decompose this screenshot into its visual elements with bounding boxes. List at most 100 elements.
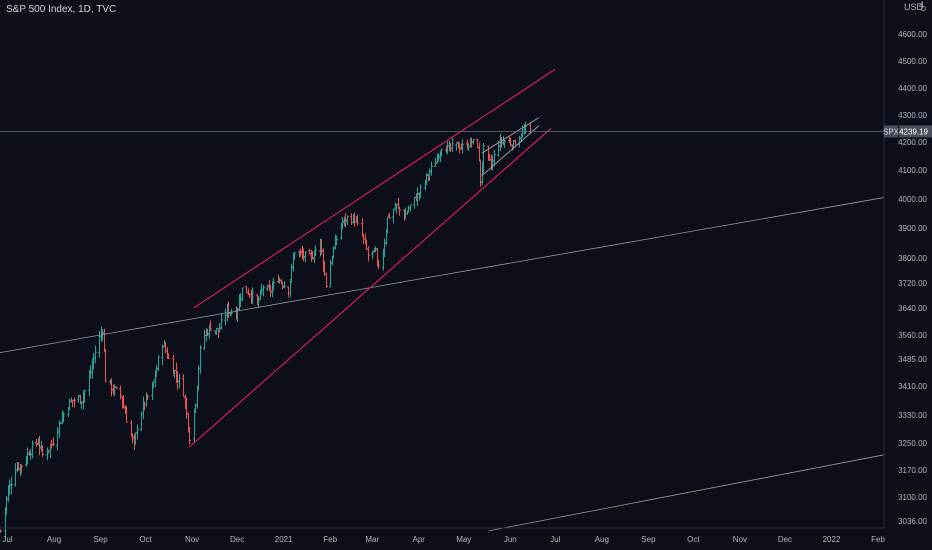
ohlc-bar bbox=[283, 281, 286, 289]
ohlc-bar bbox=[131, 433, 134, 444]
ohlc-bar bbox=[388, 212, 391, 219]
ohlc-bar bbox=[220, 312, 223, 330]
ohlc-bar bbox=[458, 142, 461, 154]
ohlc-bar bbox=[152, 380, 155, 388]
ohlc-bar bbox=[476, 138, 479, 149]
ohlc-bar bbox=[344, 213, 347, 228]
price-axis-tick: 3800.00 bbox=[898, 254, 927, 263]
price-axis-tick: 3640.00 bbox=[898, 304, 927, 313]
ohlc-bar bbox=[77, 394, 80, 403]
ohlc-bar bbox=[430, 161, 433, 176]
price-scale-currency[interactable]: USD bbox=[904, 2, 924, 12]
ohlc-bar bbox=[239, 293, 242, 308]
ohlc-bar bbox=[461, 139, 464, 154]
ohlc-bar bbox=[428, 168, 431, 181]
ohlc-bar bbox=[209, 320, 212, 331]
price-axis-tick: 3560.00 bbox=[898, 331, 927, 340]
time-axis[interactable]: Jul Aug Sep Oct Nov Dec 2021 Feb Mar Apr May Jun Jul… bbox=[2, 535, 885, 544]
ohlc-bar bbox=[104, 348, 107, 383]
ohlc-bar bbox=[325, 273, 328, 288]
ohlc-bar bbox=[497, 140, 500, 157]
ohlc-bar bbox=[472, 139, 475, 145]
last-price-tag: 4239.19 bbox=[899, 127, 928, 136]
ohlc-bar bbox=[451, 138, 454, 152]
ohlc-bar bbox=[281, 281, 284, 290]
ohlc-bar bbox=[269, 285, 272, 297]
time-axis-tick: Jul bbox=[2, 535, 12, 544]
ohlc-bar bbox=[115, 386, 118, 390]
ohlc-bar bbox=[266, 284, 269, 291]
wedge-upper-line[interactable] bbox=[481, 117, 540, 154]
ohlc-bar bbox=[58, 420, 61, 438]
ohlc-bar bbox=[62, 411, 65, 423]
ohlc-bar bbox=[29, 448, 32, 460]
ohlc-bar bbox=[134, 432, 137, 445]
channel-upper-line[interactable] bbox=[193, 68, 556, 309]
ohlc-bar bbox=[371, 250, 374, 260]
ohlc-bar bbox=[353, 212, 356, 227]
price-axis[interactable]: 3036.00 3100.00 3170.00 3250.00 3330.00 3410.… bbox=[898, 30, 927, 526]
ohlc-bars bbox=[0, 121, 532, 539]
wedge-lower-line[interactable] bbox=[481, 125, 540, 177]
ohlc-bar bbox=[17, 462, 20, 471]
ohlc-bar bbox=[302, 248, 305, 262]
ohlc-bar bbox=[425, 173, 428, 186]
price-axis-tick: 3170.00 bbox=[898, 466, 927, 475]
ohlc-bar bbox=[92, 353, 95, 370]
ohlc-bar bbox=[278, 277, 281, 284]
ohlc-bar bbox=[470, 137, 473, 148]
ohlc-bar bbox=[173, 370, 176, 378]
ohlc-bar bbox=[50, 439, 53, 449]
channel-lower-line[interactable] bbox=[188, 128, 552, 448]
ohlc-bar bbox=[136, 424, 139, 440]
ohlc-bar bbox=[437, 153, 440, 162]
time-axis-tick: Mar bbox=[365, 535, 379, 544]
ohlc-bar bbox=[314, 245, 317, 257]
ohlc-bar bbox=[335, 235, 338, 246]
ohlc-bar bbox=[383, 238, 386, 258]
ohlc-bar bbox=[199, 344, 202, 374]
drawn-trendlines bbox=[0, 68, 885, 532]
symbol-tag: SPX bbox=[883, 127, 900, 136]
ohlc-bar bbox=[0, 529, 2, 533]
ohlc-bar bbox=[488, 153, 491, 161]
ohlc-bar bbox=[332, 246, 335, 259]
time-axis-tick: Jul bbox=[550, 535, 560, 544]
price-axis-tick: 4300.00 bbox=[898, 111, 927, 120]
long-trendline[interactable] bbox=[0, 197, 885, 353]
ohlc-bar bbox=[197, 365, 200, 391]
ohlc-bar bbox=[122, 395, 125, 409]
ohlc-bar bbox=[56, 427, 59, 451]
ohlc-bar bbox=[194, 403, 197, 414]
ohlc-bar bbox=[299, 248, 302, 257]
ohlc-bar bbox=[119, 385, 122, 400]
price-axis-tick: 3900.00 bbox=[898, 224, 927, 233]
ohlc-bar bbox=[503, 140, 506, 148]
lower-trendline[interactable] bbox=[489, 454, 885, 532]
ohlc-bar bbox=[407, 205, 410, 213]
time-axis-tick: 2022 bbox=[823, 535, 841, 544]
time-axis-tick: Oct bbox=[687, 535, 700, 544]
ohlc-bar bbox=[260, 283, 263, 295]
ohlc-bar bbox=[434, 157, 437, 168]
ohlc-bar bbox=[154, 370, 157, 388]
price-axis-tick: 4000.00 bbox=[898, 195, 927, 204]
time-axis-tick: Jun bbox=[504, 535, 517, 544]
ohlc-bar bbox=[403, 209, 406, 221]
price-axis-tick: 3036.00 bbox=[898, 517, 927, 526]
ohlc-bar bbox=[311, 251, 314, 260]
ohlc-bar bbox=[157, 355, 160, 371]
last-price-tag-bg bbox=[899, 125, 932, 138]
ohlc-bar bbox=[73, 397, 76, 408]
ohlc-bar bbox=[341, 217, 344, 230]
ohlc-bar bbox=[440, 148, 443, 157]
ohlc-bar bbox=[110, 378, 113, 397]
time-axis-tick: Dec bbox=[230, 535, 244, 544]
ohlc-bar bbox=[31, 440, 34, 459]
ohlc-bar bbox=[8, 479, 11, 495]
corner-top-label: 4 bbox=[919, 0, 925, 10]
ohlc-bar bbox=[308, 248, 311, 254]
time-axis-tick: Nov bbox=[733, 535, 747, 544]
